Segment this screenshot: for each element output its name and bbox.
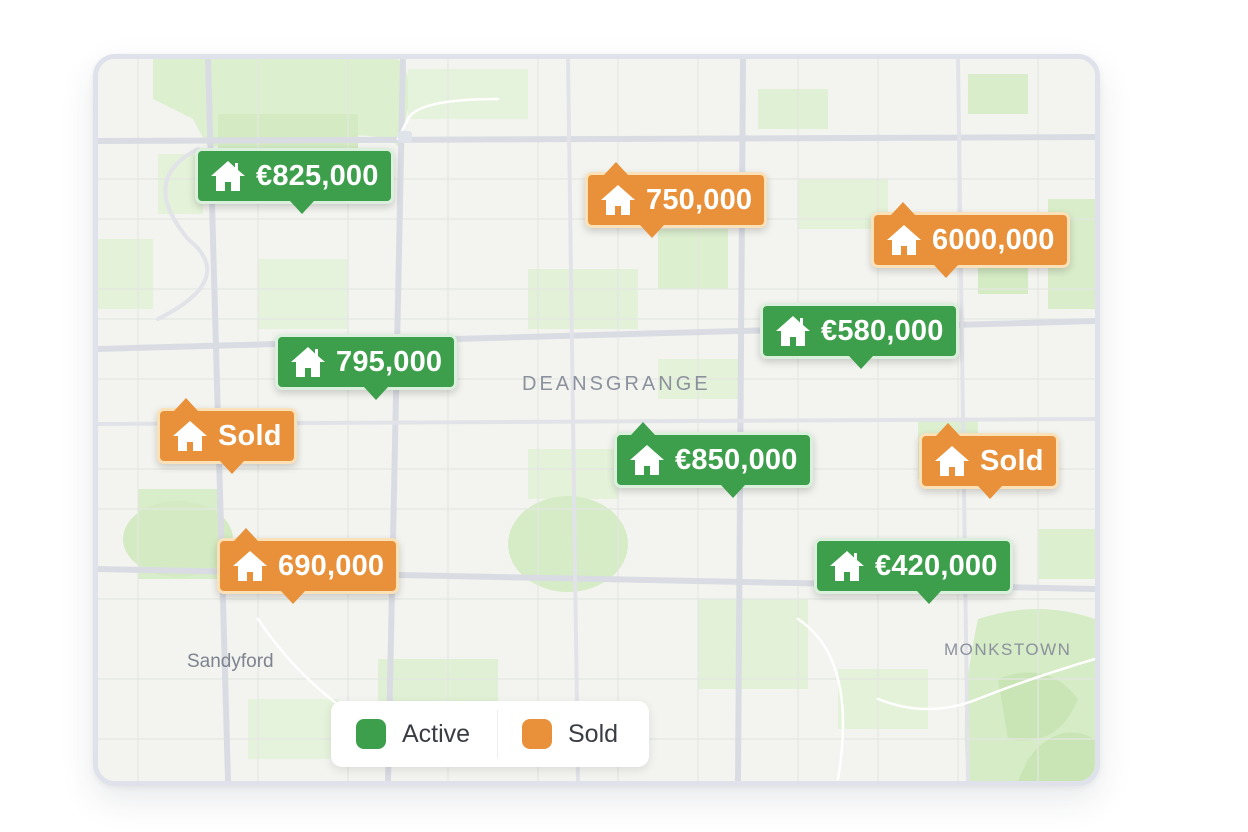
pin-price: 750,000 [646, 183, 753, 216]
listing-pin-sold[interactable]: 6000,000 [871, 202, 1070, 278]
listing-pin-sold[interactable]: Sold [157, 398, 297, 474]
house-icon [776, 316, 810, 346]
legend-item-sold[interactable]: Sold [498, 701, 618, 767]
listing-pin-active[interactable]: €580,000 [760, 303, 959, 369]
pin-price: 795,000 [336, 345, 443, 378]
house-icon [887, 225, 921, 255]
area-label-deansgrange: DEANSGRANGE [522, 373, 711, 395]
pin-price: 690,000 [278, 549, 385, 582]
legend-label-active: Active [402, 719, 471, 748]
legend-item-active[interactable]: Active [331, 701, 497, 767]
listing-pin-active[interactable]: €825,000 [195, 148, 394, 214]
listing-pin-active[interactable]: 795,000 [275, 334, 458, 400]
pin-price: €850,000 [675, 443, 798, 476]
pin-price: €825,000 [256, 159, 379, 192]
listing-pin-sold[interactable]: Sold [919, 423, 1059, 499]
house-icon [291, 347, 325, 377]
pin-price: €580,000 [821, 314, 944, 347]
pin-price: €420,000 [875, 549, 998, 582]
legend-divider [497, 710, 498, 758]
sold-swatch-icon [522, 719, 552, 749]
legend-label-sold: Sold [568, 719, 619, 748]
listing-pin-sold[interactable]: 690,000 [217, 528, 400, 604]
active-swatch-icon [356, 719, 386, 749]
area-label-monkstown: MONKSTOWN [944, 640, 1072, 659]
listing-pin-sold[interactable]: 750,000 [585, 162, 768, 238]
house-icon [630, 445, 664, 475]
listing-pin-active[interactable]: €850,000 [614, 422, 813, 498]
house-icon [935, 446, 969, 476]
house-icon [830, 551, 864, 581]
house-icon [233, 551, 267, 581]
pin-price: Sold [980, 444, 1044, 477]
pin-price: Sold [218, 419, 282, 452]
map-container[interactable]: DEANSGRANGE Sandyford MONKSTOWN €825,000… [93, 54, 1100, 786]
map-legend: Active Sold [331, 701, 649, 767]
listing-pin-active[interactable]: €420,000 [814, 538, 1013, 604]
house-icon [601, 185, 635, 215]
house-icon [211, 161, 245, 191]
area-label-sandyford: Sandyford [187, 651, 274, 672]
house-icon [173, 421, 207, 451]
pin-price: 6000,000 [932, 223, 1055, 256]
